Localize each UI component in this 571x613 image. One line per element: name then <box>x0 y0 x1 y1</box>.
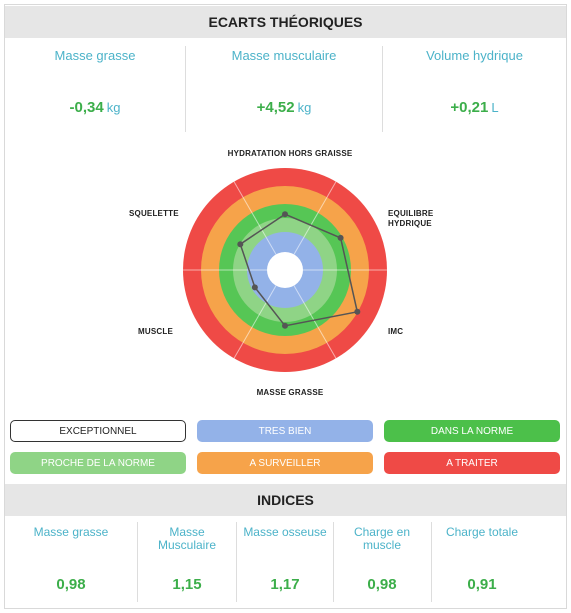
divider <box>431 522 432 602</box>
legend-label: PROCHE DE LA NORME <box>41 457 155 469</box>
metric-volume-hydrique: Volume hydrique +0,21 L <box>383 48 566 116</box>
indice-value: 0,98 <box>367 576 397 593</box>
metric-label: Masse musculaire <box>231 48 337 63</box>
indice-value: 1,15 <box>172 576 202 593</box>
divider <box>185 46 186 132</box>
legend-exceptionnel: EXCEPTIONNEL <box>10 420 186 442</box>
indice-masse-musculaire: Masse Musculaire 1,15 <box>140 525 234 594</box>
indice-masse-grasse: Masse grasse 0,98 <box>5 525 137 594</box>
indice-masse-osseuse: Masse osseuse 1,17 <box>238 525 332 594</box>
indice-value: 1,17 <box>270 576 300 593</box>
indice-value: 0,91 <box>467 576 497 593</box>
axis-label-squelette: SQUELETTE <box>129 209 179 218</box>
indice-label: Masse osseuse <box>243 525 327 539</box>
legend-tres-bien: TRES BIEN <box>197 420 373 442</box>
indice-label: Charge totale <box>445 525 519 539</box>
legend-dans-la-norme: DANS LA NORME <box>384 420 560 442</box>
divider <box>382 46 383 132</box>
report-frame <box>4 4 567 609</box>
indice-label: Masse Musculaire <box>157 525 217 552</box>
axis-label-muscle: MUSCLE <box>138 327 173 336</box>
indices-title: INDICES <box>257 492 314 508</box>
indices-header: INDICES <box>5 484 566 516</box>
metric-value: -0,34 kg <box>5 99 185 116</box>
legend-a-traiter: A TRAITER <box>384 452 560 474</box>
metric-value: +4,52 kg <box>186 99 382 116</box>
indice-label: Masse grasse <box>33 525 109 539</box>
legend-label: TRES BIEN <box>258 425 312 437</box>
ecarts-header: ECARTS THÉORIQUES <box>5 6 566 38</box>
metric-masse-grasse: Masse grasse -0,34 kg <box>5 48 185 116</box>
metric-label: Masse grasse <box>54 48 136 63</box>
metric-number: +0,21 <box>450 99 489 116</box>
axis-label-hydratation: HYDRATATION HORS GRAISSE <box>227 149 353 158</box>
metric-unit: kg <box>297 100 312 115</box>
legend-proche-de-la-norme: PROCHE DE LA NORME <box>10 452 186 474</box>
legend-label: A TRAITER <box>446 457 498 469</box>
metric-unit: L <box>491 100 499 115</box>
legend-label: A SURVEILLER <box>249 457 321 469</box>
axis-label-equilibre: EQUILIBRE HYDRIQUE <box>388 209 434 228</box>
legend-label: DANS LA NORME <box>430 425 514 437</box>
metric-masse-musculaire: Masse musculaire +4,52 kg <box>186 48 382 116</box>
legend-a-surveiller: A SURVEILLER <box>197 452 373 474</box>
ecarts-title: ECARTS THÉORIQUES <box>208 14 363 30</box>
metric-number: +4,52 <box>256 99 295 116</box>
indice-charge-totale: Charge totale 0,91 <box>432 525 532 594</box>
divider <box>236 522 237 602</box>
axis-label-masse-grasse: MASSE GRASSE <box>256 388 324 397</box>
indice-value: 0,98 <box>56 576 86 593</box>
legend-label: EXCEPTIONNEL <box>59 425 137 437</box>
metric-number: -0,34 <box>69 99 104 116</box>
divider <box>333 522 334 602</box>
metric-label: Volume hydrique <box>426 48 523 63</box>
indice-label: Charge en muscle <box>353 525 411 552</box>
metric-unit: kg <box>106 100 121 115</box>
axis-label-imc: IMC <box>388 327 404 336</box>
indice-charge-en-muscle: Charge en muscle 0,98 <box>334 525 430 594</box>
divider <box>137 522 138 602</box>
metric-value: +0,21 L <box>383 99 566 116</box>
